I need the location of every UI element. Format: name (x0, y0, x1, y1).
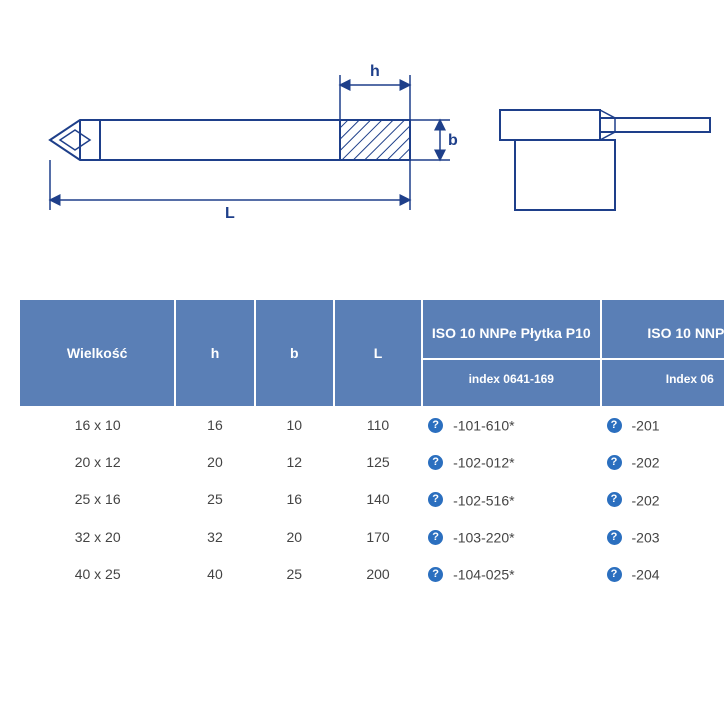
col-iso1: ISO 10 NNPe Płytka P10 index 0641-169 (422, 300, 600, 406)
cell-size: 20 x 12 (20, 443, 175, 480)
table-row: 40 x 254025200? -104-025*? -204 (20, 555, 724, 592)
info-icon[interactable]: ? (607, 567, 622, 582)
code-value: -201 (632, 417, 660, 433)
cell-L: 140 (334, 481, 422, 518)
cell-L: 170 (334, 518, 422, 555)
cell-L: 200 (334, 555, 422, 592)
table-header-row: Wielkość h b L ISO 10 NNPe Płytka P10 in… (20, 300, 724, 406)
col-h: h (175, 300, 254, 406)
info-icon[interactable]: ? (428, 455, 443, 470)
cell-b: 25 (255, 555, 334, 592)
info-icon[interactable]: ? (607, 492, 622, 507)
code-value: -102-012* (453, 455, 515, 471)
info-icon[interactable]: ? (428, 418, 443, 433)
cell-h: 16 (175, 406, 254, 443)
code-value: -101-610* (453, 417, 515, 433)
dim-label-b: b (448, 132, 458, 149)
info-icon[interactable]: ? (428, 492, 443, 507)
technical-diagram: h b L (20, 40, 714, 260)
info-icon[interactable]: ? (607, 455, 622, 470)
code-value: -104-025* (453, 566, 515, 582)
cell-b: 16 (255, 481, 334, 518)
cell-h: 25 (175, 481, 254, 518)
dim-label-L: L (225, 205, 235, 222)
code-value: -204 (632, 566, 660, 582)
table-row: 25 x 162516140? -102-516*? -202 (20, 481, 724, 518)
cell-size: 40 x 25 (20, 555, 175, 592)
cell-size: 32 x 20 (20, 518, 175, 555)
cell-h: 40 (175, 555, 254, 592)
dim-label-h: h (370, 63, 380, 80)
cell-L: 125 (334, 443, 422, 480)
cell-code2: ? -204 (601, 555, 724, 592)
info-icon[interactable]: ? (428, 567, 443, 582)
cell-b: 12 (255, 443, 334, 480)
table-row: 20 x 122012125? -102-012*? -202 (20, 443, 724, 480)
table-row: 16 x 101610110? -101-610*? -201 (20, 406, 724, 443)
cell-L: 110 (334, 406, 422, 443)
info-icon[interactable]: ? (607, 530, 622, 545)
code-value: -103-220* (453, 529, 515, 545)
info-icon[interactable]: ? (428, 530, 443, 545)
col-b: b (255, 300, 334, 406)
spec-table: Wielkość h b L ISO 10 NNPe Płytka P10 in… (20, 300, 724, 592)
code-value: -203 (632, 529, 660, 545)
code-value: -202 (632, 455, 660, 471)
cell-code2: ? -202 (601, 481, 724, 518)
cell-code1: ? -101-610* (422, 406, 600, 443)
cell-size: 16 x 10 (20, 406, 175, 443)
col-iso2: ISO 10 NNPe Index 06 (601, 300, 724, 406)
cell-code1: ? -102-012* (422, 443, 600, 480)
cell-code2: ? -203 (601, 518, 724, 555)
code-value: -102-516* (453, 492, 515, 508)
cell-b: 10 (255, 406, 334, 443)
cell-h: 20 (175, 443, 254, 480)
col-size: Wielkość (20, 300, 175, 406)
table-row: 32 x 203220170? -103-220*? -203 (20, 518, 724, 555)
cell-code1: ? -103-220* (422, 518, 600, 555)
cell-code1: ? -102-516* (422, 481, 600, 518)
cell-code1: ? -104-025* (422, 555, 600, 592)
cell-code2: ? -201 (601, 406, 724, 443)
cell-b: 20 (255, 518, 334, 555)
col-L: L (334, 300, 422, 406)
cell-h: 32 (175, 518, 254, 555)
cell-code2: ? -202 (601, 443, 724, 480)
info-icon[interactable]: ? (607, 418, 622, 433)
diagram-svg: h b L (20, 40, 720, 260)
code-value: -202 (632, 492, 660, 508)
cell-size: 25 x 16 (20, 481, 175, 518)
